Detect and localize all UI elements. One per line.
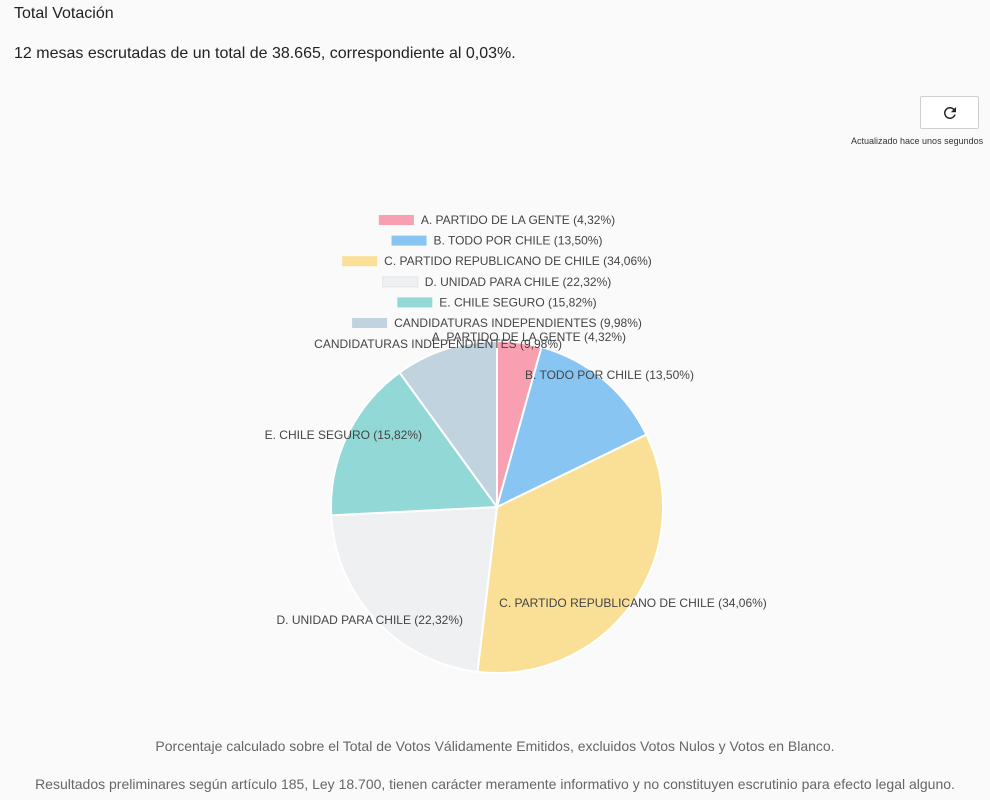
pie-slice-e-chile-seguro[interactable] bbox=[330, 371, 499, 517]
legend-swatch-candidaturas-independientes[interactable] bbox=[352, 318, 388, 328]
pie-slice-b-todo-por-chile[interactable] bbox=[495, 345, 648, 509]
footnote-percentage: Porcentaje calculado sobre el Total de V… bbox=[155, 738, 835, 754]
pie-slice-d-unidad-para-chile[interactable] bbox=[330, 505, 499, 673]
slice-label-candidaturas-independientes: CANDIDATURAS INDEPENDIENTES (9,98%) bbox=[314, 337, 562, 351]
scrutiny-summary: 12 mesas escrutadas de un total de 38.66… bbox=[14, 45, 516, 62]
legend-swatch-d-unidad-para-chile[interactable] bbox=[382, 276, 419, 288]
slice-label-b-todo-por-chile: B. TODO POR CHILE (13,50%) bbox=[525, 368, 694, 382]
slice-label-c-partido-republicano-de-chile: C. PARTIDO REPUBLICANO DE CHILE (34,06%) bbox=[499, 596, 767, 610]
legend-swatch-a-partido-de-la-gente[interactable] bbox=[378, 215, 414, 225]
legend-swatch-c-partido-republicano-de-chile[interactable] bbox=[342, 256, 378, 267]
footnote-legal: Resultados preliminares según artículo 1… bbox=[35, 776, 955, 792]
legend-label-candidaturas-independientes[interactable]: CANDIDATURAS INDEPENDIENTES (9,98%) bbox=[394, 316, 642, 330]
pie-slice-candidaturas-independientes[interactable] bbox=[398, 339, 498, 511]
legend-label-d-unidad-para-chile[interactable]: D. UNIDAD PARA CHILE (22,32%) bbox=[425, 275, 612, 289]
legend-label-b-todo-por-chile[interactable]: B. TODO POR CHILE (13,50%) bbox=[434, 234, 603, 248]
page-title: Total Votación bbox=[14, 5, 114, 22]
slice-label-d-unidad-para-chile: D. UNIDAD PARA CHILE (22,32%) bbox=[277, 613, 464, 627]
slice-label-a-partido-de-la-gente: A. PARTIDO DE LA GENTE (4,32%) bbox=[432, 330, 626, 344]
legend-label-a-partido-de-la-gente[interactable]: A. PARTIDO DE LA GENTE (4,32%) bbox=[421, 213, 615, 227]
legend-label-c-partido-republicano-de-chile[interactable]: C. PARTIDO REPUBLICANO DE CHILE (34,06%) bbox=[384, 254, 652, 268]
refresh-button[interactable] bbox=[920, 96, 979, 129]
slice-label-e-chile-seguro: E. CHILE SEGURO (15,82%) bbox=[265, 428, 422, 442]
legend-swatch-b-todo-por-chile[interactable] bbox=[391, 235, 427, 246]
legend-label-e-chile-seguro[interactable]: E. CHILE SEGURO (15,82%) bbox=[439, 295, 596, 309]
pie-slice-c-partido-republicano-de-chile[interactable] bbox=[476, 433, 664, 674]
last-updated-label: Actualizado hace unos segundos bbox=[851, 136, 984, 146]
legend-swatch-e-chile-seguro[interactable] bbox=[397, 297, 433, 308]
